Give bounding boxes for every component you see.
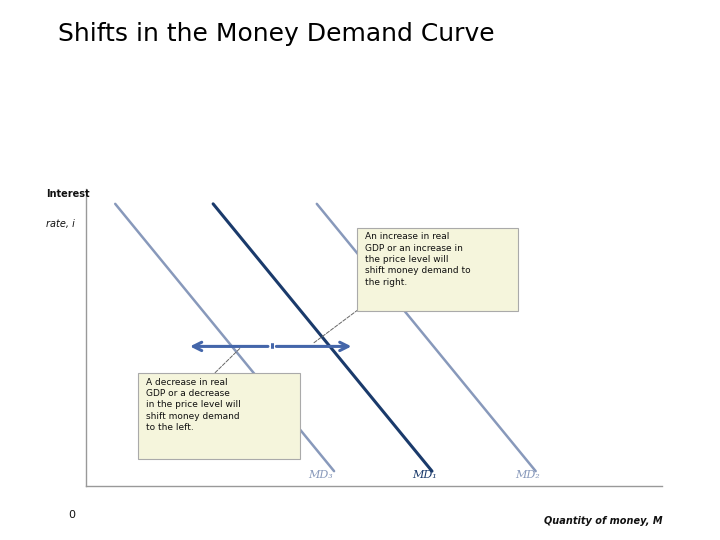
Text: MD₃: MD₃: [308, 470, 333, 480]
Text: Quantity of money, M: Quantity of money, M: [544, 516, 662, 526]
FancyBboxPatch shape: [357, 228, 518, 311]
Text: rate, i: rate, i: [46, 219, 75, 229]
Text: 0: 0: [68, 510, 76, 520]
Text: An increase in real
GDP or an increase in
the price level will
shift money deman: An increase in real GDP or an increase i…: [365, 232, 471, 287]
Text: MD₂: MD₂: [516, 470, 540, 480]
Text: MD₁: MD₁: [412, 470, 436, 480]
Text: A decrease in real
GDP or a decrease
in the price level will
shift money demand
: A decrease in real GDP or a decrease in …: [146, 377, 241, 433]
Text: Shifts in the Money Demand Curve: Shifts in the Money Demand Curve: [58, 22, 494, 45]
FancyBboxPatch shape: [138, 373, 300, 459]
Text: Interest: Interest: [46, 189, 90, 199]
